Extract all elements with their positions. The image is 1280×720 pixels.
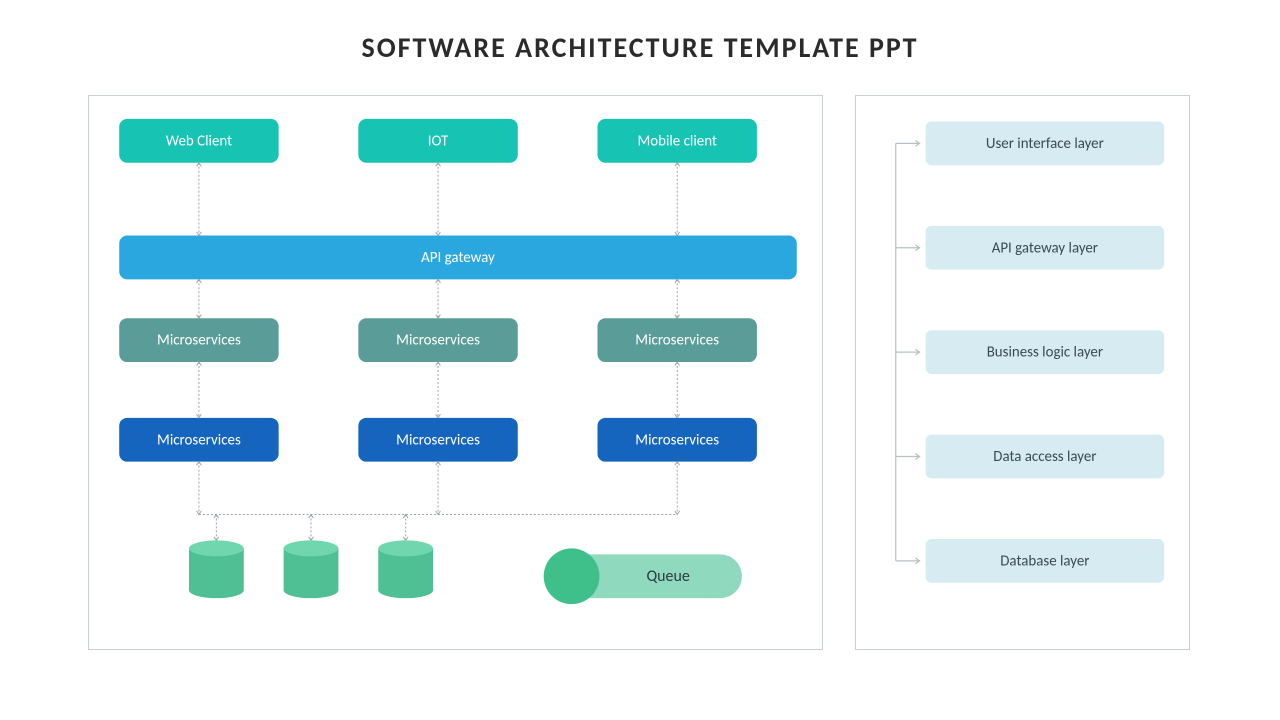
- microservice-a-2-label: Microservices: [635, 332, 719, 350]
- client-node-1-label: IOT: [428, 132, 449, 150]
- layer-node-4-label: Database layer: [1000, 552, 1089, 570]
- microservice-b-2-label: Microservices: [635, 431, 719, 449]
- layer-node-3-label: Data access layer: [993, 448, 1096, 466]
- layers-svg: User interface layer API gateway layer Bus…: [856, 96, 1189, 649]
- microservice-b-0-label: Microservices: [157, 431, 241, 449]
- layer-node-0-label: User interface layer: [986, 135, 1104, 153]
- queue-circle-icon: [544, 548, 600, 604]
- layer-node-2-label: Business logic layer: [987, 344, 1103, 362]
- api-gateway-node-label: API gateway: [421, 249, 495, 267]
- layer-node-1-label: API gateway layer: [992, 239, 1098, 257]
- queue-label: Queue: [646, 567, 689, 586]
- page-title: SOFTWARE ARCHITECTURE TEMPLATE PPT: [0, 30, 1280, 65]
- client-node-2-label: Mobile client: [637, 132, 716, 150]
- architecture-svg: Web Client IOT Mobile client API gateway Mic…: [89, 96, 822, 649]
- client-node-0-label: Web Client: [166, 132, 232, 150]
- layers-legend-panel: User interface layer API gateway layer Bus…: [855, 95, 1190, 650]
- microservice-a-1-label: Microservices: [396, 332, 480, 350]
- architecture-diagram-panel: Web Client IOT Mobile client API gateway Mic…: [88, 95, 823, 650]
- microservice-b-1-label: Microservices: [396, 431, 480, 449]
- microservice-a-0-label: Microservices: [157, 332, 241, 350]
